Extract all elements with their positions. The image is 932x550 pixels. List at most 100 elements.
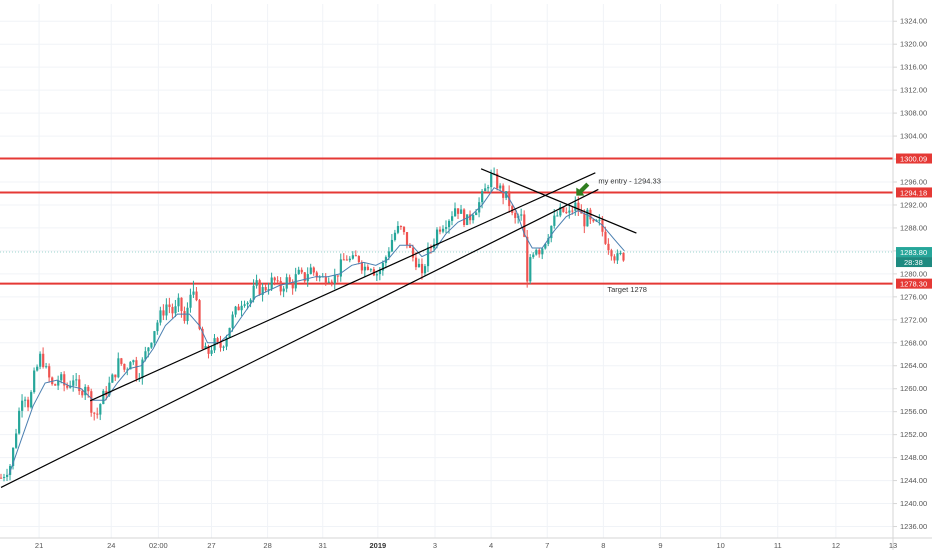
candle-body (553, 215, 556, 226)
candle-body (66, 385, 69, 388)
candle-body (339, 259, 342, 277)
candle-body (324, 276, 327, 283)
x-tick-label: 21 (35, 541, 43, 550)
candle-body (150, 342, 153, 348)
candle-body (135, 360, 138, 379)
annotation-label: Target 1278 (607, 285, 647, 294)
candle-body (622, 253, 625, 261)
candle-body (84, 386, 87, 396)
price-badge (896, 278, 932, 289)
candle-body (499, 185, 502, 189)
candle-body (87, 386, 90, 392)
candle-body (357, 256, 361, 263)
candle-body (249, 299, 252, 303)
candle-body (565, 211, 568, 213)
y-tick-label: 1288.00 (900, 223, 927, 232)
candle-body (360, 262, 364, 271)
y-tick-label: 1252.00 (900, 430, 927, 439)
candle-body (282, 288, 285, 292)
candle-body (604, 231, 607, 244)
trendline-descending-resistance[interactable] (480, 168, 637, 234)
candle-body (45, 366, 48, 368)
candle-body (484, 188, 487, 192)
candle-body (147, 347, 150, 352)
candle-body (159, 310, 162, 323)
candle-body (466, 214, 469, 226)
x-tick-label: 24 (107, 541, 115, 550)
candle-body (258, 280, 261, 295)
candle-body (81, 391, 84, 396)
candle-body (369, 269, 373, 271)
candle-body (312, 267, 315, 273)
candle-body (111, 374, 114, 383)
y-tick-label: 1240.00 (900, 499, 927, 508)
y-tick-label: 1264.00 (900, 361, 927, 370)
price-badge (896, 153, 932, 164)
candle-body (114, 374, 117, 378)
candle-body (303, 272, 306, 282)
candle-body (177, 297, 180, 307)
x-tick-label: 4 (489, 541, 493, 550)
moving-average (8, 187, 625, 475)
trendline-lower-support[interactable] (0, 188, 599, 489)
y-tick-label: 1308.00 (900, 109, 927, 118)
candle-body (378, 270, 382, 275)
price-badge (896, 187, 932, 198)
candle-body (54, 384, 57, 386)
candle-body (21, 400, 24, 411)
candle-body (243, 304, 246, 306)
candle-body (120, 358, 123, 364)
candle-body (231, 314, 234, 328)
candle-body (414, 257, 418, 268)
candle-body (156, 322, 159, 332)
moving-average-line (8, 187, 625, 475)
candle-body (550, 225, 553, 239)
candle-body (300, 269, 303, 273)
trendlines[interactable] (0, 168, 637, 489)
trendline-upper-support[interactable] (89, 172, 596, 402)
candle-body (390, 239, 394, 252)
x-tick-label: 27 (207, 541, 215, 550)
candle-body (448, 220, 451, 228)
candle-body (469, 214, 472, 221)
y-tick-label: 1248.00 (900, 453, 927, 462)
y-tick-label: 1236.00 (900, 522, 927, 531)
candle-body (387, 251, 391, 258)
candle-body (276, 280, 279, 282)
candle-body (435, 229, 439, 244)
candle-body (330, 281, 333, 284)
candle-body (441, 228, 445, 232)
candle-body (48, 366, 51, 378)
candle-body (78, 379, 81, 392)
candle-body (216, 338, 219, 343)
x-tick-label: 28 (263, 541, 271, 550)
y-tick-label: 1312.00 (900, 86, 927, 95)
y-tick-label: 1276.00 (900, 292, 927, 301)
candle-body (610, 250, 613, 257)
candle-body (279, 280, 282, 292)
candle-body (18, 410, 21, 434)
horizontal-levels[interactable] (0, 157, 893, 285)
candle-body (288, 277, 291, 282)
candle-body (315, 272, 318, 278)
candle-body (463, 209, 466, 226)
countdown-label: 28:38 (904, 258, 923, 267)
grid (0, 4, 894, 538)
x-tick-label: 3 (433, 541, 437, 550)
candle-body (444, 227, 448, 229)
candle-body (162, 310, 165, 316)
candle-body (616, 253, 619, 261)
candle-body (487, 187, 490, 189)
candle-body (475, 212, 478, 216)
candle-body (333, 275, 336, 284)
candle-body (207, 346, 210, 354)
candle-body (108, 382, 111, 396)
candle-body (30, 392, 33, 408)
candle-body (255, 280, 258, 286)
candle-body (375, 274, 379, 276)
candle-body (520, 214, 523, 216)
candle-body (171, 306, 174, 314)
candle-body (198, 300, 201, 329)
y-tick-label: 1296.00 (900, 178, 927, 187)
